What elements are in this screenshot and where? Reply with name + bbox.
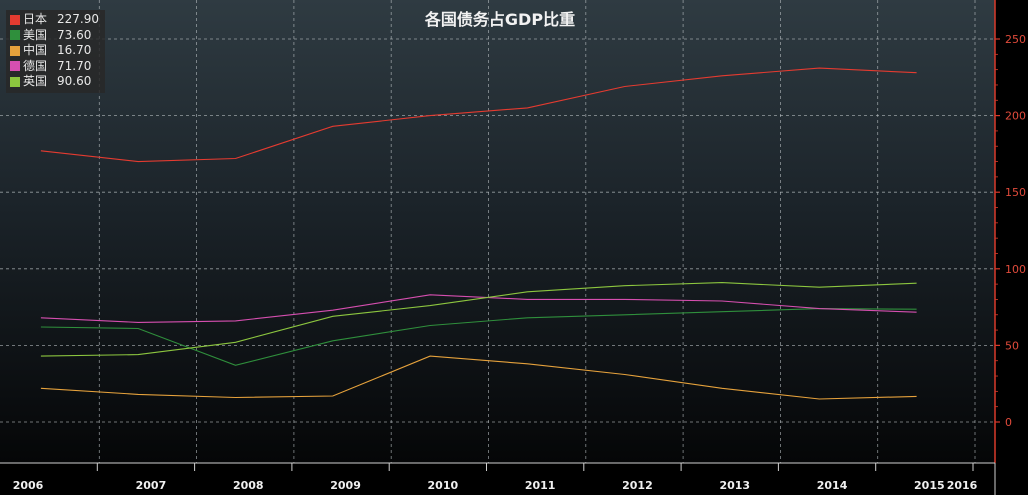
x-tick-label: 2011 [525, 479, 556, 492]
y-tick-label: 250 [1005, 33, 1026, 46]
series-line-1 [40, 67, 917, 163]
y-tick-label: 0 [1005, 416, 1012, 429]
legend-item: 中国 16.70 [10, 43, 99, 59]
x-tick-label: 2007 [136, 479, 167, 492]
legend-series-value: 90.60 [57, 74, 92, 88]
legend-swatch [10, 30, 20, 41]
chart-title: 各国债务占GDP比重 [424, 10, 576, 29]
y-tick-label: 150 [1005, 186, 1026, 199]
legend-series-name: 美国 [23, 27, 48, 42]
legend-swatch [10, 14, 20, 25]
x-tick-label: 2006 [13, 479, 44, 492]
legend-series-name: 中国 [23, 43, 48, 57]
legend-series-value: 73.60 [57, 27, 92, 42]
grid [0, 0, 995, 463]
legend-swatch [10, 61, 20, 72]
legend-swatch [10, 76, 20, 87]
x-tick-label: 2010 [428, 479, 459, 492]
plot-background [0, 0, 995, 463]
legend-series-name: 英国 [23, 74, 48, 88]
x-tick-label: 2008 [233, 479, 264, 492]
x-axis-band [0, 463, 1028, 495]
legend-item: 日本 227.90 [10, 12, 99, 28]
legend: 日本 227.90 美国 73.60 中国 16.70 德国 71.70 英国 … [6, 10, 105, 93]
series-line-2 [40, 308, 917, 366]
x-tick-label: 2012 [622, 479, 653, 492]
y-tick-label: 100 [1005, 263, 1026, 276]
legend-item: 德国 71.70 [10, 59, 99, 75]
series-line-5 [40, 282, 917, 357]
x-tick-label: 2014 [817, 479, 848, 492]
legend-series-name: 日本 [23, 12, 48, 26]
x-tick-label: 2013 [719, 479, 750, 492]
legend-series-value: 16.70 [57, 43, 92, 57]
y-tick-label: 50 [1005, 339, 1019, 352]
legend-item: 英国 90.60 [10, 74, 99, 90]
series-line-4 [40, 294, 917, 323]
y-tick-label: 200 [1005, 110, 1026, 123]
legend-series-value: 71.70 [57, 58, 92, 73]
series-line-3 [40, 355, 917, 400]
legend-swatch [10, 45, 20, 56]
series-lines [40, 67, 917, 400]
legend-series-name: 德国 [23, 58, 48, 73]
x-tick-label: 2015 [914, 479, 945, 492]
x-tick-label: 2009 [330, 479, 361, 492]
legend-item: 美国 73.60 [10, 28, 99, 44]
x-tick-label: 2016 [947, 479, 978, 492]
legend-series-value: 227.90 [57, 12, 99, 26]
